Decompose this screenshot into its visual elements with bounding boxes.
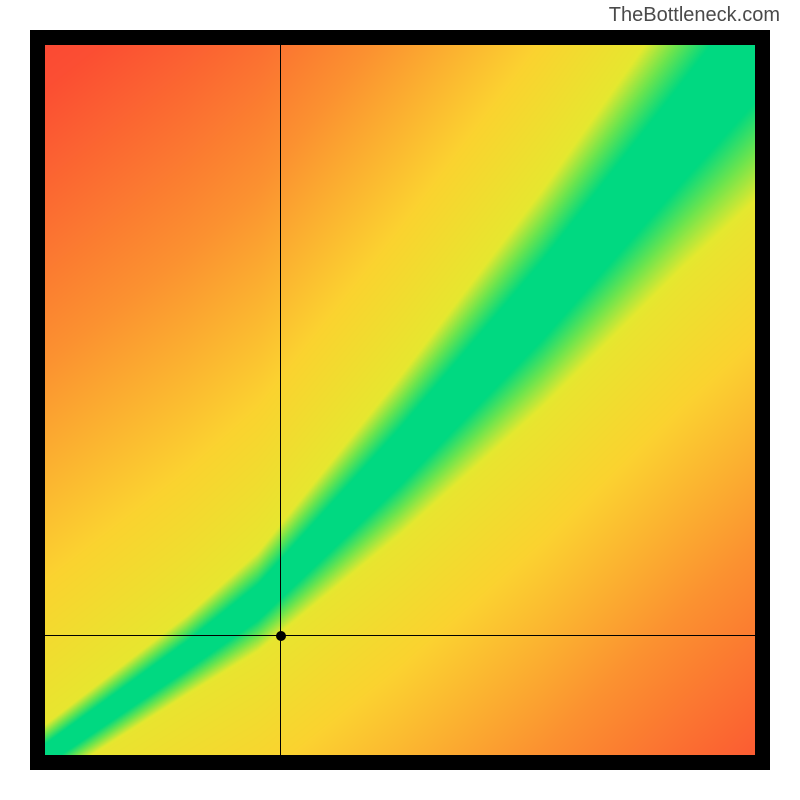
chart-frame	[30, 30, 770, 770]
heatmap-plot	[45, 45, 755, 755]
heatmap-canvas	[45, 45, 755, 755]
crosshair-horizontal	[45, 635, 755, 636]
crosshair-vertical	[280, 45, 281, 755]
marker-dot	[276, 631, 286, 641]
watermark-text: TheBottleneck.com	[609, 4, 780, 27]
